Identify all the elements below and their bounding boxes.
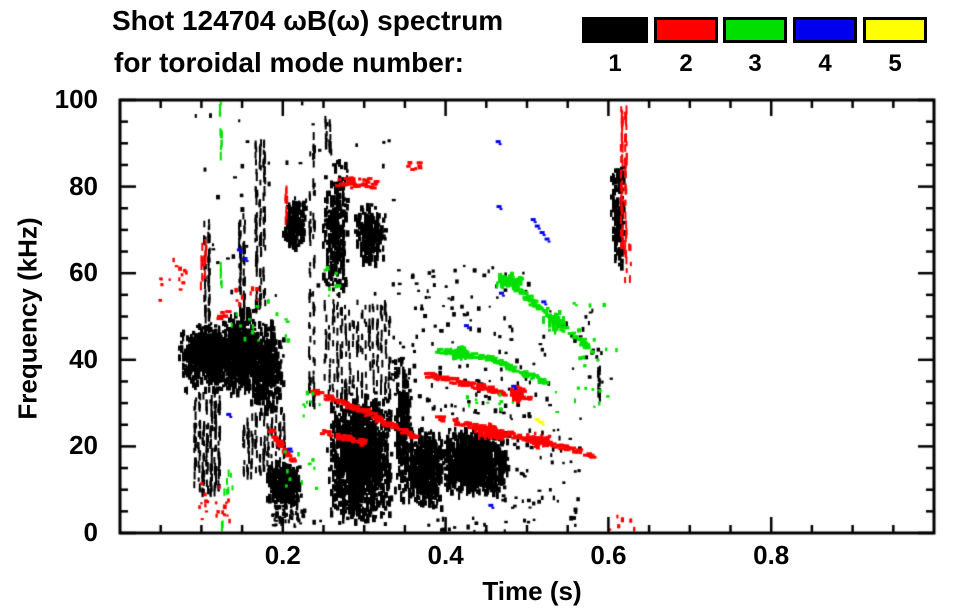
y-tick-label: 80	[69, 170, 98, 201]
y-tick-label: 20	[69, 430, 98, 461]
legend-swatch-2	[654, 17, 718, 43]
legend-number-2: 2	[679, 50, 693, 77]
chart-title: Shot 124704 ωB(ω) spectrum	[112, 5, 504, 36]
x-tick-label: 0.2	[264, 540, 301, 570]
legend-swatch-3	[723, 17, 787, 43]
y-tick-label: 60	[69, 257, 98, 288]
y-axis-label: Frequency (kHz)	[12, 217, 43, 420]
legend-swatch-5	[863, 17, 927, 43]
x-tick-label: 0.8	[753, 540, 790, 570]
legend-number-1: 1	[608, 50, 622, 77]
y-tick-label: 40	[69, 343, 98, 374]
y-tick-label: 100	[54, 84, 98, 114]
chart-subtitle: for toroidal mode number:	[114, 47, 464, 78]
x-axis-label: Time (s)	[482, 576, 582, 606]
y-tick-label: 0	[83, 517, 98, 547]
x-tick-label: 0.6	[590, 540, 627, 570]
x-tick-label: 0.4	[427, 540, 464, 570]
legend-number-3: 3	[748, 50, 762, 77]
legend-swatch-1	[582, 17, 648, 43]
legend-swatch-4	[793, 17, 857, 43]
legend-number-5: 5	[888, 50, 902, 77]
legend-number-4: 4	[818, 50, 832, 77]
